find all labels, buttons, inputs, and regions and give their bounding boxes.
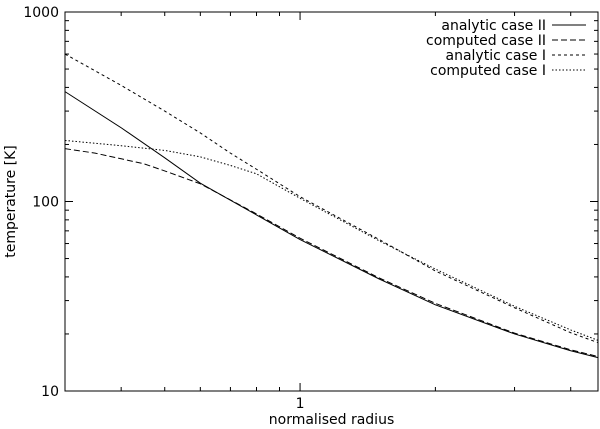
series-line-3 — [64, 53, 599, 344]
legend-label: computed case II — [426, 33, 546, 49]
y-tick-label: 10 — [41, 384, 59, 400]
x-axis-ticks: 1 — [64, 12, 572, 412]
y-axis-label: temperature [K] — [3, 145, 19, 258]
series-layer — [64, 53, 599, 359]
x-tick-label: 1 — [296, 396, 305, 412]
legend-label: analytic case II — [441, 18, 546, 34]
series-line-4 — [64, 139, 599, 341]
y-axis-ticks: 10 100 1000 — [23, 5, 598, 400]
series-line-2 — [64, 148, 599, 358]
legend-label: computed case I — [430, 63, 546, 79]
series-line-1 — [64, 91, 599, 359]
y-tick-label: 100 — [32, 195, 59, 211]
legend-label: analytic case I — [446, 48, 547, 64]
x-axis-label: normalised radius — [269, 412, 394, 428]
y-tick-label: 1000 — [23, 5, 59, 21]
